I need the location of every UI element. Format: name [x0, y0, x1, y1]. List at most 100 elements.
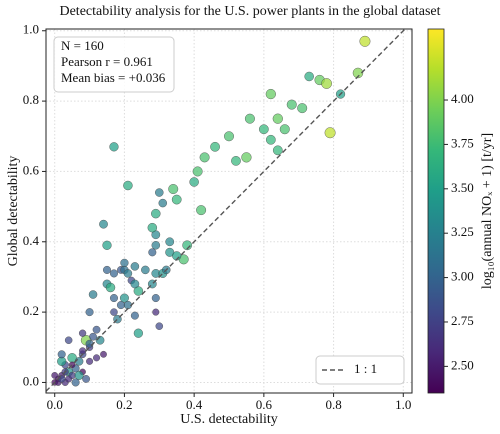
data-point	[110, 308, 118, 316]
data-point	[78, 329, 87, 337]
data-point	[231, 156, 241, 166]
legend-label: 1 : 1	[354, 361, 377, 376]
data-point	[109, 269, 118, 278]
data-point	[147, 222, 158, 233]
data-point	[130, 262, 140, 271]
y-tick-label: 0.4	[23, 233, 40, 248]
data-point	[286, 99, 297, 110]
data-point	[192, 166, 203, 177]
data-point	[265, 88, 276, 100]
colorbar-tick-label: 3.75	[451, 135, 474, 150]
data-point	[165, 237, 175, 247]
data-point	[297, 103, 308, 114]
x-tick-label: 0.0	[47, 397, 63, 412]
data-point	[210, 141, 220, 152]
data-point	[152, 308, 160, 316]
data-point	[321, 78, 332, 89]
stats-box	[53, 36, 175, 93]
data-point	[196, 205, 207, 216]
data-point	[102, 240, 112, 250]
data-point	[241, 152, 252, 163]
colorbar-tick-label: 2.50	[451, 357, 474, 372]
data-point	[105, 282, 116, 293]
data-point	[189, 177, 199, 187]
data-point	[148, 248, 157, 257]
colorbar-tick-label: 3.00	[451, 269, 474, 284]
data-point	[51, 372, 59, 379]
data-point	[82, 375, 90, 383]
data-point	[99, 219, 108, 229]
x-tick-label: 0.6	[256, 397, 273, 412]
data-point	[64, 336, 73, 344]
y-tick-label: 1.0	[23, 22, 39, 37]
data-point	[168, 184, 179, 194]
data-point	[57, 375, 66, 383]
data-point	[130, 311, 139, 320]
data-point	[120, 258, 129, 267]
colorbar-label: log₁₀(annual NOₓ + 1) [t/yr]	[480, 133, 495, 289]
data-point	[304, 71, 314, 82]
data-point	[89, 332, 97, 341]
data-point	[119, 293, 129, 303]
data-point	[93, 354, 101, 362]
data-point	[133, 328, 143, 338]
data-point	[130, 279, 140, 289]
data-point	[92, 325, 101, 334]
data-point	[100, 350, 107, 358]
data-point	[259, 124, 269, 135]
data-point	[85, 308, 94, 317]
data-point	[352, 67, 364, 79]
y-tick-label: 0.6	[23, 162, 40, 177]
data-point	[151, 208, 161, 219]
stats-text: Mean bias = +0.036	[61, 70, 166, 85]
data-point	[272, 113, 283, 124]
data-point	[68, 371, 76, 380]
data-point	[244, 113, 255, 124]
data-point	[272, 145, 283, 156]
stats-text: Pearson r = 0.961	[61, 54, 153, 69]
data-point	[71, 378, 80, 387]
data-point	[151, 241, 161, 250]
colorbar-tick-label: 3.25	[451, 224, 474, 239]
data-point	[359, 35, 371, 47]
colorbar-tick-label: 3.50	[451, 180, 474, 195]
data-point	[88, 290, 98, 299]
data-point	[79, 347, 87, 355]
data-point	[155, 322, 164, 330]
data-point	[182, 240, 193, 251]
data-point	[123, 180, 133, 191]
data-point	[57, 350, 66, 359]
data-point	[109, 294, 118, 303]
colorbar-tick-label: 4.00	[451, 91, 474, 106]
data-point	[265, 134, 276, 145]
data-point	[103, 265, 111, 274]
y-tick-label: 0.0	[23, 373, 39, 388]
legend	[315, 355, 405, 385]
x-tick-label: 1.0	[395, 397, 411, 412]
data-point	[155, 188, 164, 197]
data-point	[324, 127, 336, 139]
reference-line	[46, 29, 406, 392]
colorbar-tick-label: 2.75	[451, 313, 474, 328]
x-tick-label: 0.4	[186, 397, 203, 412]
data-point	[171, 194, 182, 205]
x-tick-label: 0.2	[116, 397, 132, 412]
data-point	[86, 357, 94, 365]
data-point	[199, 152, 210, 163]
data-point	[158, 198, 168, 208]
data-point	[74, 370, 84, 380]
y-tick-label: 0.2	[23, 303, 39, 318]
x-axis-label: U.S. detectability	[180, 412, 278, 427]
data-point	[279, 124, 290, 135]
y-axis-label: Global detectability	[6, 156, 21, 267]
data-point	[224, 131, 234, 142]
data-point	[109, 142, 119, 152]
data-point	[141, 265, 150, 275]
chart-title: Detectability analysis for the U.S. powe…	[59, 4, 440, 19]
data-point	[151, 294, 160, 303]
stats-text: N = 160	[61, 38, 104, 53]
data-point	[123, 269, 133, 278]
x-tick-label: 0.8	[325, 397, 341, 412]
